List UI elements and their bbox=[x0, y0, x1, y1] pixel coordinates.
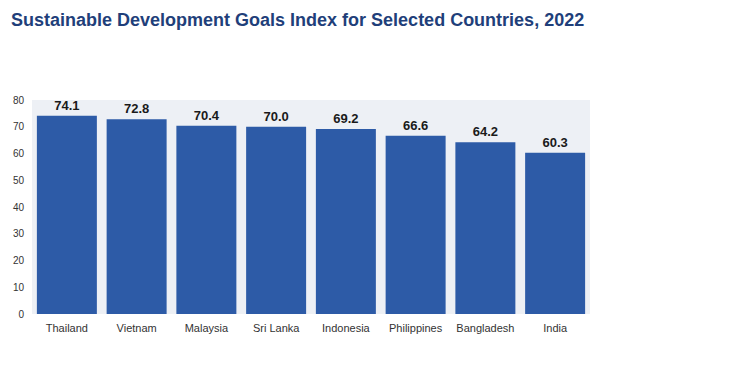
svg-text:20: 20 bbox=[13, 255, 25, 266]
svg-text:70.4: 70.4 bbox=[194, 108, 220, 123]
svg-text:Sustainable Development Goals: Sustainable Development Goals Index for … bbox=[11, 10, 584, 30]
svg-text:Vietnam: Vietnam bbox=[117, 322, 157, 334]
svg-text:10: 10 bbox=[13, 282, 25, 293]
svg-text:64.2: 64.2 bbox=[473, 124, 498, 139]
svg-text:Bangladesh: Bangladesh bbox=[456, 322, 514, 334]
svg-text:40: 40 bbox=[13, 202, 25, 213]
svg-text:70.0: 70.0 bbox=[263, 109, 288, 124]
svg-text:80: 80 bbox=[13, 95, 25, 106]
svg-text:30: 30 bbox=[13, 228, 25, 239]
svg-text:60.3: 60.3 bbox=[542, 135, 567, 150]
svg-text:India: India bbox=[543, 322, 568, 334]
svg-text:Philippines: Philippines bbox=[389, 322, 443, 334]
svg-text:72.8: 72.8 bbox=[124, 101, 149, 116]
svg-text:Indonesia: Indonesia bbox=[322, 322, 371, 334]
svg-text:Thailand: Thailand bbox=[46, 322, 88, 334]
svg-text:60: 60 bbox=[13, 148, 25, 159]
svg-text:66.6: 66.6 bbox=[403, 118, 428, 133]
svg-text:69.2: 69.2 bbox=[333, 111, 358, 126]
svg-text:50: 50 bbox=[13, 175, 25, 186]
svg-text:0: 0 bbox=[18, 309, 24, 320]
svg-text:70: 70 bbox=[13, 121, 25, 132]
svg-text:Malaysia: Malaysia bbox=[185, 322, 229, 334]
svg-text:Sri Lanka: Sri Lanka bbox=[253, 322, 300, 334]
svg-text:74.1: 74.1 bbox=[54, 98, 79, 113]
